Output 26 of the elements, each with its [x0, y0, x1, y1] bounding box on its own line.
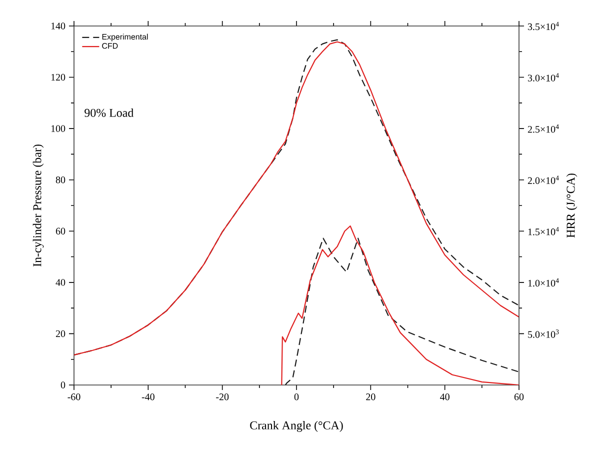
y-tick-label: 60 — [56, 228, 66, 234]
y-tick-label: 20 — [56, 330, 66, 338]
x-tick-label: 20 — [366, 394, 376, 400]
x-tick-label: 0 — [294, 394, 299, 400]
x-tick-label: -60 — [68, 394, 80, 400]
y2-tick-label: 3.5×10$^{4}$ — [528, 22, 559, 30]
y-tick-label: 120 — [51, 74, 66, 81]
x-axis-title: Crank Angle (°CA) — [250, 421, 343, 432]
y2-tick-label: 2.0×10$^{4}$ — [528, 176, 559, 184]
y2-tick-label: 3.0×10$^{4}$ — [528, 73, 559, 82]
y2-tick-label: 1.0×10$^{4}$ — [528, 278, 559, 287]
x-tick-label: 40 — [440, 394, 450, 400]
x-tick-label: -40 — [142, 394, 154, 400]
y2-axis-title: HRR (J/°CA) — [566, 174, 578, 238]
annotation: 90% Load — [84, 108, 134, 117]
y2-tick-label: 2.5×10$^{4}$ — [528, 124, 559, 133]
y-tick-label: 100 — [51, 125, 66, 132]
y-axis-title: In-cylinder Pressure (bar) — [32, 144, 44, 266]
x-tick-label: -20 — [216, 394, 229, 400]
y-tick-label: 80 — [56, 176, 66, 184]
y-tick-label: 140 — [51, 22, 66, 30]
y-tick-label: 0 — [60, 382, 66, 388]
x-tick-label: 60 — [514, 394, 524, 400]
y2-tick-label: 5.0×10$^{3}$ — [528, 330, 559, 338]
y2-tick-label: 1.5×10$^{4}$ — [528, 226, 559, 236]
y-tick-label: 40 — [56, 279, 66, 286]
